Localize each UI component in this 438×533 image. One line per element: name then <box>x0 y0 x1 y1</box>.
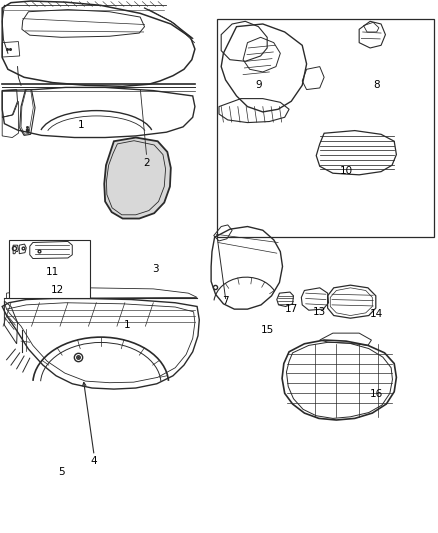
Text: 9: 9 <box>255 80 262 90</box>
Text: 17: 17 <box>285 304 298 314</box>
Text: 4: 4 <box>91 456 98 466</box>
Text: 8: 8 <box>373 80 380 90</box>
Text: 7: 7 <box>222 296 229 306</box>
Text: 3: 3 <box>152 264 159 274</box>
Text: 13: 13 <box>313 307 326 317</box>
Text: 15: 15 <box>261 326 274 335</box>
Text: 11: 11 <box>46 267 59 277</box>
Text: 14: 14 <box>370 310 383 319</box>
Text: 16: 16 <box>370 390 383 399</box>
Bar <box>217 19 434 237</box>
Polygon shape <box>104 138 171 219</box>
Bar <box>9 240 90 298</box>
Text: 12: 12 <box>50 286 64 295</box>
Text: 5: 5 <box>58 467 65 477</box>
Text: 1: 1 <box>78 120 85 130</box>
Text: 10: 10 <box>339 166 353 175</box>
Text: 2: 2 <box>143 158 150 167</box>
Text: 1: 1 <box>124 320 131 330</box>
